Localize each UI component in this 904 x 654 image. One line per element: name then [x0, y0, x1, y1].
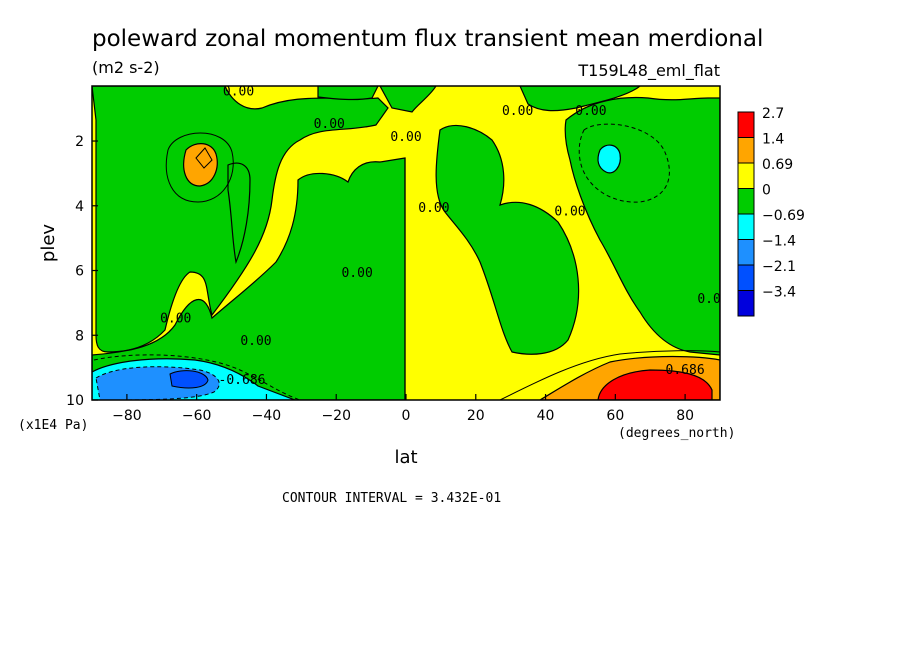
y-tick-label: 10	[66, 393, 84, 409]
plot-area: 0.00 0.00 0.00 0.00 0.00 0.00 0.00 0.00 0.00 0.00…	[92, 85, 728, 400]
x-axis-label: lat	[394, 447, 417, 468]
colorbar-level-label: −3.4	[762, 285, 796, 301]
colorbar-level-label: 1.4	[762, 132, 784, 148]
x-axis-unit: (degrees_north)	[618, 426, 735, 441]
colorbar-swatch	[737, 290, 755, 317]
colorbar-swatch	[737, 264, 755, 291]
y-tick-label: 6	[75, 264, 84, 280]
contour-value-label: 0.00	[575, 104, 606, 119]
contour-interval-text: CONTOUR INTERVAL = 3.432E-01	[282, 491, 501, 506]
x-tick-label: −60	[182, 408, 212, 424]
contour-line-nh-min-outer	[578, 123, 670, 203]
y-axis-label: plev	[38, 224, 59, 263]
negative-region-mid-column	[92, 157, 406, 400]
negative-region-sh-tongue	[227, 162, 251, 265]
x-tick-label: 40	[537, 408, 555, 424]
contour-value-label: 0.00	[697, 292, 728, 307]
contour-value-label: 0.00	[314, 117, 345, 132]
colorbar-level-label: −2.1	[762, 259, 796, 275]
colorbar-level-label: −0.69	[762, 208, 805, 224]
x-tick-label: −20	[321, 408, 351, 424]
contour-line-sh-surface	[93, 354, 301, 400]
x-tick-label: 80	[676, 408, 694, 424]
contour-value-label: 0.00	[341, 266, 372, 281]
contour-value-label: 0.00	[502, 104, 533, 119]
contour-line-sh-peak-outer	[165, 132, 234, 203]
colorbar-swatch	[737, 239, 755, 266]
contour-value-label: 0.00	[240, 334, 271, 349]
colorbar: 2.7 1.4 0.69 0 −0.69 −1.4 −2.1 −3.4	[737, 106, 805, 317]
colorbar-level-label: 2.7	[762, 106, 784, 122]
contour-line-nh-surface	[499, 350, 720, 400]
chart-title: poleward zonal momentum flux transient m…	[92, 26, 763, 52]
y-tick-label: 8	[75, 328, 84, 344]
contour-value-label: 0.00	[390, 130, 421, 145]
colorbar-level-label: 0.69	[762, 157, 793, 173]
colorbar-swatch	[737, 137, 755, 164]
negative-region-nh-west	[435, 125, 580, 355]
contour-value-label: 0.00	[223, 85, 254, 100]
x-tick-label: −40	[252, 408, 282, 424]
y-axis: 2 4 6 8 10	[66, 134, 98, 409]
run-label: T159L48_eml_flat	[577, 61, 720, 81]
negative-minimum-nh	[597, 144, 621, 174]
contour-value-label: 0.00	[418, 201, 449, 216]
x-axis: −80 −60 −40 −20 0 20 40 60 80	[112, 394, 694, 424]
positive-peak-sh	[183, 143, 218, 187]
colorbar-swatch	[737, 213, 755, 240]
negative-region-nh-top	[519, 86, 641, 112]
colorbar-level-label: −1.4	[762, 234, 796, 250]
chart-subtitle: (m2 s-2)	[92, 58, 160, 77]
colorbar-swatch	[737, 188, 755, 215]
y-tick-label: 2	[75, 134, 84, 150]
positive-region-nh-surface-red	[597, 369, 713, 400]
negative-core-sh-surface	[169, 370, 209, 389]
contour-value-label: -0.686	[219, 373, 266, 388]
contour-value-label: 0.00	[554, 204, 585, 219]
x-tick-label: −80	[112, 408, 142, 424]
contour-value-label: 0.00	[160, 311, 191, 326]
contour-value-label: 0.686	[666, 363, 705, 378]
colorbar-swatch	[737, 111, 755, 138]
y-axis-unit: (x1E4 Pa)	[18, 418, 88, 433]
x-tick-label: 0	[402, 408, 411, 424]
x-tick-label: 20	[467, 408, 485, 424]
negative-region-top-strip	[317, 86, 379, 101]
y-tick-label: 4	[75, 199, 84, 215]
contour-line-sh-peak-inner	[195, 147, 213, 169]
colorbar-swatch	[737, 162, 755, 189]
colorbar-level-label: 0	[762, 183, 771, 199]
contour-labels: 0.00 0.00 0.00 0.00 0.00 0.00 0.00 0.00 0.00 0.00…	[160, 85, 728, 388]
x-tick-label: 60	[606, 408, 624, 424]
